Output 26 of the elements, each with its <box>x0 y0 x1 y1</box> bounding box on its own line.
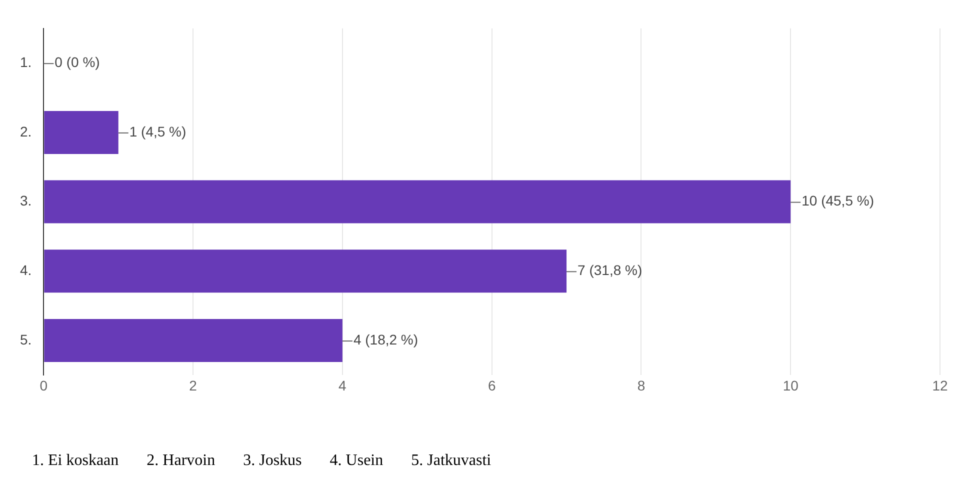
text: 4. Usein <box>330 452 384 470</box>
text: 2. Harvoin <box>146 452 216 470</box>
y-tick-label: 2. <box>20 123 32 140</box>
x-tick-label: 8 <box>637 377 646 394</box>
y-tick-label: 4. <box>20 262 32 278</box>
y-tick-label: 1. <box>20 54 32 70</box>
text: 3. Joskus <box>243 452 302 470</box>
text: 1. Ei koskaan <box>32 452 119 470</box>
data-label: 7 (31,8 %) <box>578 262 642 278</box>
bar <box>44 319 342 362</box>
x-tick-label: 0 <box>40 377 48 394</box>
x-tick-label: 2 <box>189 377 198 394</box>
bar <box>44 180 791 224</box>
y-tick-label: 3. <box>20 192 32 209</box>
bar <box>44 250 567 293</box>
y-tick-label: 5. <box>20 331 32 348</box>
x-tick-label: 10 <box>782 377 799 394</box>
bar <box>44 110 118 154</box>
data-label: 4 (18,2 %) <box>353 331 418 348</box>
text: 5. Jatkuvasti <box>411 452 492 470</box>
x-tick-label: 6 <box>488 377 496 394</box>
data-label: 10 (45,5 %) <box>802 192 874 209</box>
data-label: 1 (4,5 %) <box>129 123 186 140</box>
x-tick-label: 4 <box>338 377 347 394</box>
x-tick-label: 12 <box>932 377 948 394</box>
data-label: 0 (0 %) <box>54 54 100 70</box>
